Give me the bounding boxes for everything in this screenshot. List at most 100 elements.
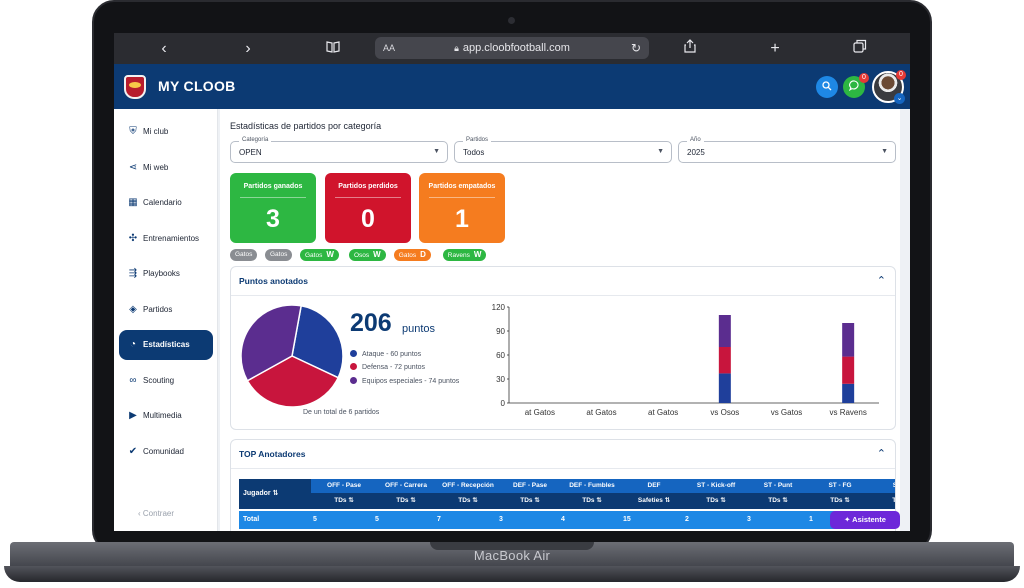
app-title: MY CLOOB	[158, 78, 236, 94]
y-tick-label: 60	[496, 351, 505, 360]
legend-swatch	[350, 350, 357, 357]
table-cell: 15	[623, 516, 631, 523]
match-chip[interactable]: Gatos	[265, 249, 293, 261]
match-chip[interactable]: Ravens W	[442, 249, 487, 261]
table-column-header[interactable]: TDs ⇅	[458, 497, 478, 504]
table-column-header[interactable]: TDs ⇅	[396, 497, 416, 504]
match-chip[interactable]: Gatos	[230, 249, 258, 261]
table-column-header[interactable]: TDs ⇅	[892, 497, 895, 504]
user-avatar[interactable]: 0 ⌄	[872, 70, 906, 104]
stat-card-title: Partidos empatados	[428, 183, 496, 190]
tabs-icon[interactable]	[850, 39, 870, 59]
assistant-button[interactable]: ✦ Asistente	[830, 511, 900, 529]
legend-swatch	[350, 363, 357, 370]
table-column-header[interactable]: TDs ⇅	[520, 497, 540, 504]
total-label: Total	[243, 516, 260, 523]
reload-icon[interactable]: ↻	[630, 41, 641, 55]
table-row-total	[239, 511, 895, 529]
collapse-sidebar-button[interactable]: ‹ Contraer	[138, 509, 174, 518]
points-total: 206	[350, 309, 392, 337]
sidebar-item-label: Calendario	[143, 198, 182, 207]
caret-down-icon: ▼	[657, 148, 664, 155]
collapse-top-card-icon[interactable]: ⌃	[876, 448, 886, 460]
back-icon[interactable]: ‹	[161, 40, 167, 57]
table-group-header: DEF - Fumbles	[569, 482, 615, 489]
club-logo[interactable]	[124, 75, 146, 99]
forward-icon[interactable]: ›	[245, 40, 251, 57]
messages-button[interactable]: 0	[843, 73, 869, 98]
table-column-header[interactable]: TDs ⇅	[706, 497, 726, 504]
sidebar-item-mi-web[interactable]: ⋖ Mi web	[119, 153, 213, 183]
share-icon[interactable]	[680, 39, 700, 59]
table-column-header[interactable]: TDs ⇅	[830, 497, 850, 504]
bar-segment[interactable]	[842, 323, 855, 357]
caret-down-icon: ▼	[433, 148, 440, 155]
bookmarks-icon[interactable]	[323, 39, 343, 59]
table-column-header[interactable]: TDs ⇅	[582, 497, 602, 504]
sidebar-item-label: Scouting	[143, 376, 175, 385]
sidebar-item-calendario[interactable]: ▦ Calendario	[119, 188, 213, 218]
pie-slice[interactable]	[240, 304, 303, 382]
sidebar-item-label: Multimedia	[143, 411, 182, 420]
address-bar[interactable]: AA 🔒︎ app.cloobfootball.com ↻	[375, 37, 649, 59]
calendar-icon: ▦	[128, 197, 138, 208]
table-column-header[interactable]: TDs ⇅	[768, 497, 788, 504]
search-button[interactable]	[816, 76, 838, 98]
year-select-label: Año	[687, 137, 704, 143]
table-cell: 2	[685, 516, 689, 523]
bar-segment[interactable]	[718, 347, 731, 374]
matches-select[interactable]: Partidos Todos ▼	[454, 137, 672, 163]
sidebar-item-playbooks[interactable]: ⇶ Playbooks	[119, 259, 213, 289]
pie-caption: De un total de 6 partidos	[303, 409, 380, 416]
table-column-header[interactable]: Safeties ⇅	[637, 497, 671, 504]
pie-slice[interactable]	[291, 304, 344, 379]
player-column-header[interactable]: Jugador ⇅	[239, 479, 311, 509]
sidebar-item-multimedia[interactable]: ▶ Multimedia	[119, 401, 213, 431]
table-cell: 4	[561, 516, 565, 523]
sidebar-item-estadisticas[interactable]: ◔ Estadísticas	[119, 330, 213, 360]
category-select-value: OPEN	[239, 148, 262, 157]
category-select[interactable]: Categoría OPEN ▼	[230, 137, 448, 163]
table-cell: 3	[747, 516, 751, 523]
sidebar-item-scouting[interactable]: ∞ Scouting	[119, 366, 213, 396]
scrollbar[interactable]	[900, 109, 910, 531]
assistant-label: Asistente	[852, 515, 886, 524]
bar-segment[interactable]	[718, 315, 731, 347]
x-tick-label: at Gatos	[648, 408, 678, 417]
sidebar-item-partidos[interactable]: ◈ Partidos	[119, 295, 213, 325]
sidebar-item-comunidad[interactable]: ✔ Comunidad	[119, 437, 213, 467]
device-label: MacBook Air	[473, 548, 551, 563]
y-tick-label: 0	[501, 399, 506, 408]
reader-aa[interactable]: AA	[383, 43, 396, 53]
matches-select-label: Partidos	[463, 137, 492, 143]
table-cell: 5	[375, 516, 379, 523]
bar-segment[interactable]	[842, 356, 855, 384]
match-chip[interactable]: Gatos W	[300, 249, 339, 261]
sidebar-item-label: Comunidad	[143, 447, 184, 456]
sidebar: ⛨ Mi club ⋖ Mi web ▦ Calendario ✣ Entrenamie…	[114, 109, 218, 531]
sidebar-item-entrenamientos[interactable]: ✣ Entrenamientos	[119, 224, 213, 254]
bar-segment[interactable]	[842, 383, 855, 403]
table-group-header: OFF - Carrera	[385, 482, 427, 489]
match-chip[interactable]: Gatos D	[393, 249, 431, 261]
training-icon: ✣	[128, 233, 138, 244]
bar-segment[interactable]	[718, 373, 731, 403]
sidebar-item-mi-club[interactable]: ⛨ Mi club	[119, 117, 213, 147]
playbook-icon: ⇶	[128, 268, 138, 279]
stat-card-value: 1	[455, 205, 469, 233]
table-group-header: DEF - Pase	[513, 482, 547, 489]
stat-card-value: 0	[361, 205, 375, 233]
table-column-header[interactable]: TDs ⇅	[334, 497, 354, 504]
year-select[interactable]: Año 2025 ▼	[678, 137, 896, 163]
collapse-points-card-icon[interactable]: ⌃	[876, 275, 886, 287]
y-tick-label: 120	[492, 303, 506, 312]
chevron-down-icon[interactable]: ⌄	[894, 93, 905, 104]
y-tick-label: 30	[496, 375, 505, 384]
x-tick-label: vs Gatos	[771, 408, 803, 417]
new-tab-icon[interactable]: +	[770, 40, 780, 57]
lock-icon: 🔒︎	[454, 43, 459, 53]
share-icon: ⋖	[128, 162, 138, 173]
x-tick-label: at Gatos	[525, 408, 555, 417]
match-chip[interactable]: Osos W	[349, 249, 386, 261]
search-icon	[822, 81, 832, 91]
